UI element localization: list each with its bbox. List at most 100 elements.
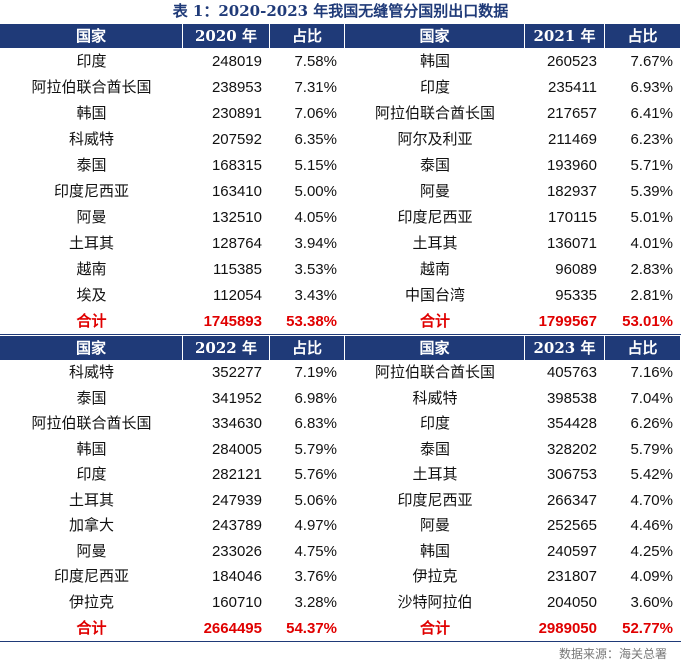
table-cell: 240597	[546, 542, 597, 560]
table-cell: 科威特	[68, 363, 114, 382]
table-cell: 中国台湾	[404, 285, 465, 304]
table-cell: 阿拉伯联合酋长国	[31, 77, 152, 96]
table-cell: 405763	[546, 364, 597, 382]
table-cell: 7.19%	[294, 364, 337, 382]
table-cell: 168315	[211, 156, 262, 174]
table-cell: 6.41%	[630, 104, 673, 122]
table-cell: 阿拉伯联合酋长国	[374, 103, 495, 122]
source-note: 数据来源：海关总署	[558, 647, 667, 661]
table-cell: 加拿大	[68, 516, 114, 535]
table-cell: 5.76%	[294, 466, 337, 484]
table-cell: 7.06%	[294, 104, 337, 122]
table-cell: 阿尔及利亚	[397, 129, 473, 148]
table-cell: 阿曼	[76, 207, 107, 226]
total-cell: 合计	[76, 311, 107, 330]
table-cell: 5.06%	[294, 491, 337, 509]
table-cell: 6.98%	[294, 389, 337, 407]
table-cell: 科威特	[68, 129, 114, 148]
table-cell: 266347	[546, 491, 597, 509]
table-cell: 306753	[546, 466, 597, 484]
table-cell: 5.42%	[630, 466, 673, 484]
table-cell: 阿曼	[419, 181, 450, 200]
table-cell: 5.71%	[630, 156, 673, 174]
table-cell: 204050	[546, 593, 597, 611]
table-cell: 韩国	[419, 541, 450, 560]
table-cell: 7.58%	[294, 52, 337, 70]
table-cell: 越南	[76, 259, 107, 278]
total-cell: 2989050	[538, 619, 597, 637]
table-cell: 4.09%	[630, 568, 673, 586]
separator	[0, 334, 681, 335]
table-cell: 阿拉伯联合酋长国	[374, 363, 495, 382]
table-cell: 3.60%	[630, 593, 673, 611]
table-cell: 230891	[211, 104, 262, 122]
table-cell: 3.53%	[294, 260, 337, 278]
table-cell: 248019	[211, 52, 262, 70]
table-cell: 2.83%	[630, 260, 673, 278]
table-cell: 土耳其	[412, 465, 458, 484]
table-cell: 182937	[546, 182, 597, 200]
header-cell: 2020 年	[183, 24, 270, 48]
table-cell: 252565	[546, 517, 597, 535]
table-cell: 284005	[211, 440, 262, 458]
table-cell: 4.97%	[294, 517, 337, 535]
table-cell: 韩国	[76, 103, 107, 122]
table-cell: 土耳其	[412, 233, 458, 252]
table-cell: 印度	[419, 77, 450, 96]
header-cell: 2021 年	[525, 24, 605, 48]
table-cell: 印度	[419, 414, 450, 433]
table-cell: 4.05%	[294, 208, 337, 226]
table-cell: 115385	[213, 260, 262, 278]
table-cell: 5.79%	[630, 440, 673, 458]
table-cell: 328202	[546, 440, 597, 458]
table-cell: 163410	[211, 182, 262, 200]
table-cell: 136071	[546, 234, 597, 252]
table-cell: 3.76%	[294, 568, 337, 586]
table-cell: 4.75%	[294, 542, 337, 560]
table-cell: 247939	[211, 491, 262, 509]
total-cell: 1745893	[203, 312, 262, 330]
table-cell: 6.93%	[630, 78, 673, 96]
table-cell: 印度尼西亚	[53, 181, 129, 200]
total-cell: 54.37%	[286, 619, 337, 637]
table-cell: 233026	[211, 542, 262, 560]
table-cell: 6.26%	[630, 415, 673, 433]
table-cell: 3.94%	[294, 234, 337, 252]
table-cell: 95335	[555, 286, 597, 304]
table-cell: 印度	[76, 465, 107, 484]
table-cell: 193960	[546, 156, 597, 174]
total-cell: 合计	[419, 618, 450, 637]
header-cell: 2022 年	[183, 336, 270, 360]
table-cell: 6.23%	[630, 130, 673, 148]
table-cell: 235411	[548, 78, 597, 96]
table-cell: 341952	[211, 389, 262, 407]
table-cell: 2.81%	[630, 286, 673, 304]
table-cell: 5.01%	[630, 208, 673, 226]
table-cell: 132510	[211, 208, 262, 226]
table-cell: 4.25%	[630, 542, 673, 560]
total-cell: 53.38%	[286, 312, 337, 330]
header-cell: 国家	[0, 336, 183, 360]
table-cell: 243789	[211, 517, 262, 535]
separator	[0, 641, 681, 642]
table-cell: 印度尼西亚	[397, 490, 473, 509]
header-cell: 占比	[605, 24, 681, 48]
table-cell: 4.01%	[630, 234, 673, 252]
title: 表 1：2020-2023 年我国无缝管分国别出口数据	[172, 2, 509, 20]
table-cell: 埃及	[76, 285, 107, 304]
table-cell: 334630	[211, 415, 262, 433]
table-cell: 398538	[546, 389, 597, 407]
table-cell: 7.16%	[630, 364, 673, 382]
table-cell: 韩国	[419, 51, 450, 70]
table-cell: 伊拉克	[412, 567, 458, 586]
total-cell: 合计	[419, 311, 450, 330]
table-cell: 260523	[546, 52, 597, 70]
table-cell: 5.00%	[294, 182, 337, 200]
header-cell: 国家	[345, 24, 525, 48]
table-cell: 7.04%	[630, 389, 673, 407]
table-cell: 科威特	[412, 388, 458, 407]
table-cell: 211469	[548, 130, 597, 148]
total-cell: 52.77%	[622, 619, 673, 637]
table-cell: 238953	[211, 78, 262, 96]
